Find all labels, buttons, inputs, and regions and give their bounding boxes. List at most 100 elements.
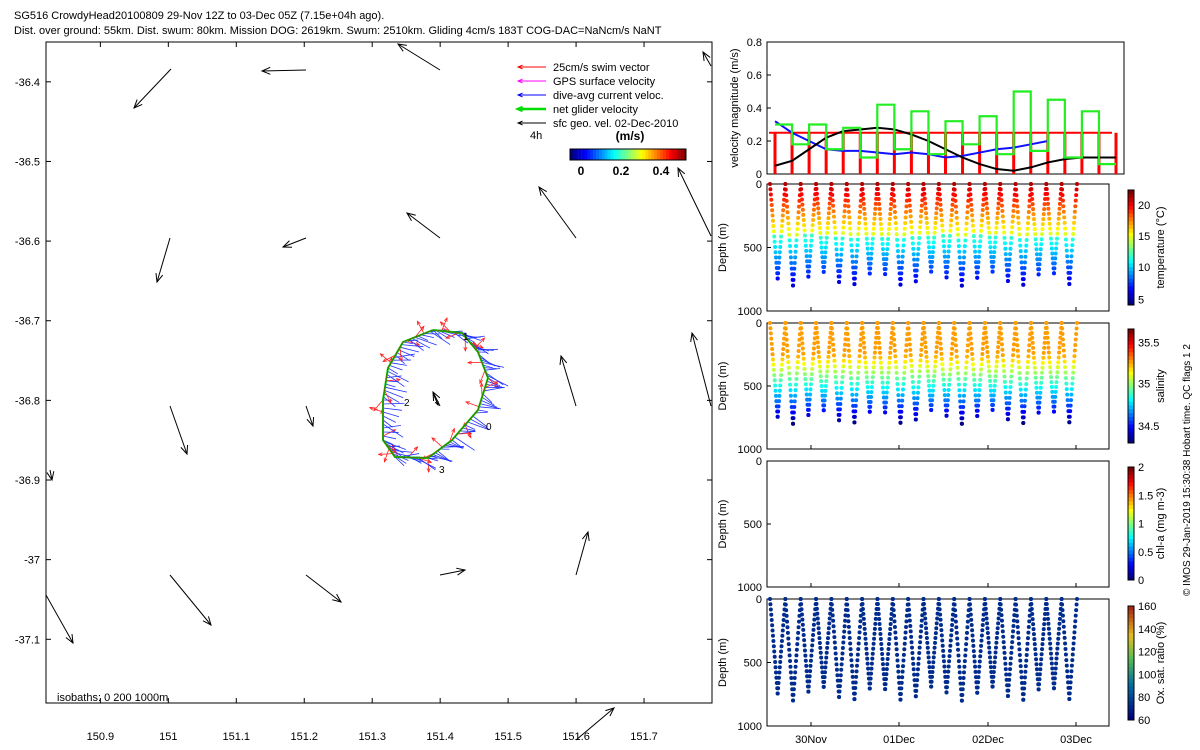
- profile-point: [968, 197, 973, 202]
- profile-point: [969, 202, 974, 207]
- depth-ytick-label: 500: [744, 381, 762, 393]
- profile-point: [929, 269, 934, 274]
- profile-point: [924, 349, 929, 354]
- profile-point: [872, 216, 877, 221]
- profile-point: [840, 646, 845, 651]
- dive-avg-current-vector: [478, 406, 501, 410]
- profile-point: [818, 650, 823, 655]
- colorbar-segment: [1128, 523, 1134, 528]
- profile-point: [1013, 597, 1018, 601]
- profile-point: [895, 249, 900, 254]
- profile-point: [779, 229, 784, 234]
- profile-point: [1014, 187, 1019, 192]
- profile-point: [769, 617, 774, 622]
- profile-point: [1056, 636, 1061, 641]
- profile-point: [996, 201, 1001, 206]
- profile-point: [865, 380, 870, 385]
- profile-point: [922, 196, 927, 201]
- profile-point: [1017, 652, 1022, 657]
- profile-point: [924, 216, 929, 221]
- profile-point: [946, 664, 951, 669]
- profile-point: [791, 687, 796, 692]
- dive-avg-current-vector: [386, 374, 405, 387]
- profile-point: [869, 661, 874, 666]
- profile-point: [1072, 630, 1077, 635]
- profile-point: [819, 240, 824, 245]
- colorbar-segment: [1128, 408, 1134, 414]
- profile-point: [768, 597, 772, 601]
- profile-point: [953, 608, 958, 613]
- profile-point: [806, 684, 811, 689]
- profile-point: [942, 393, 947, 398]
- profile-point: [918, 358, 923, 363]
- profile-point: [806, 689, 811, 694]
- profile-point: [1024, 652, 1029, 657]
- profile-point: [940, 223, 945, 228]
- profile-point: [770, 208, 775, 213]
- colorbar-label: temperature (°C): [1155, 206, 1167, 288]
- profile-point: [835, 258, 840, 263]
- profile-point: [931, 245, 936, 250]
- profile-point: [1042, 617, 1047, 622]
- profile-point: [1048, 375, 1053, 380]
- profile-point: [890, 182, 895, 186]
- colorbar-tick-label: 10: [1138, 262, 1150, 274]
- profile-point: [778, 659, 783, 664]
- profile-point: [1015, 204, 1020, 209]
- profile-point: [979, 223, 984, 228]
- profile-point: [848, 365, 853, 370]
- profile-point: [1054, 380, 1059, 385]
- profile-point: [787, 647, 792, 652]
- profile-point: [889, 202, 894, 207]
- profile-point: [1067, 696, 1072, 701]
- geo-velocity-arrow-head: [65, 634, 74, 645]
- profile-point: [878, 360, 883, 365]
- profile-point: [944, 270, 949, 275]
- profile-point: [849, 243, 854, 248]
- geo-velocity-arrow-head: [702, 50, 711, 61]
- profile-point: [1039, 242, 1044, 247]
- profile-point: [1071, 365, 1076, 370]
- profile-point: [808, 387, 813, 392]
- profile-point: [783, 597, 788, 601]
- profile-point: [935, 201, 940, 206]
- colorbar-segment: [1128, 474, 1134, 479]
- profile-point: [810, 643, 815, 648]
- profile-point: [880, 375, 885, 380]
- profile-point: [888, 207, 893, 212]
- profile-point: [933, 635, 938, 640]
- swim-vector: [373, 399, 384, 412]
- profile-point: [1044, 597, 1049, 601]
- swim-vector-shaft: [446, 332, 460, 339]
- profile-point: [784, 198, 789, 203]
- colorbar-segment: [1128, 216, 1134, 222]
- profile-point: [1074, 193, 1079, 198]
- profile-point: [983, 186, 988, 191]
- profile-point: [785, 619, 790, 624]
- profile-point: [918, 640, 923, 645]
- dive-avg-current-vector: [481, 396, 495, 406]
- profile-point: [896, 393, 901, 398]
- profile-point: [1018, 249, 1023, 254]
- profile-point: [861, 201, 866, 206]
- profile-point: [911, 246, 916, 251]
- profile-point: [788, 659, 793, 664]
- map-ytick-label: -37.1: [15, 634, 40, 646]
- colorbar-segment: [1128, 542, 1134, 547]
- profile-point: [937, 607, 942, 612]
- colorbar-segment: [1128, 617, 1134, 622]
- profile-point: [917, 651, 922, 656]
- profile-point: [853, 403, 858, 408]
- profile-point: [993, 240, 998, 245]
- profile-point: [1069, 674, 1074, 679]
- swim-vector-shaft: [382, 354, 396, 362]
- profile-point: [984, 340, 989, 345]
- colorbar-frame: [1127, 189, 1135, 306]
- profile-point: [815, 196, 820, 201]
- profile-point: [855, 237, 860, 242]
- profile-point: [854, 387, 859, 392]
- profile-point: [849, 237, 854, 242]
- profile-point: [921, 321, 926, 325]
- profile-point: [1003, 252, 1008, 257]
- profile-point: [988, 383, 993, 388]
